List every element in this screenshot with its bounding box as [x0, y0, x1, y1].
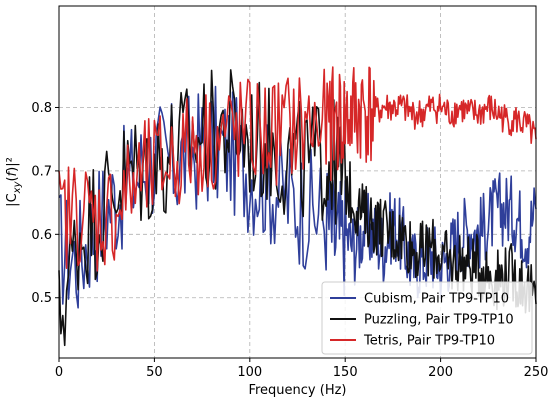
x-tick-label: 200	[428, 365, 453, 380]
axis-ticks: 0 50 100 150 200 250 0.5 0.6 0.7 0.8	[31, 101, 548, 380]
x-tick-label: 50	[146, 365, 163, 380]
y-tick-label: 0.8	[31, 101, 52, 116]
y-tick-label: 0.6	[31, 228, 52, 243]
y-axis-label: |Cxy(f)|²	[5, 157, 23, 207]
x-tick-label: 0	[55, 365, 63, 380]
x-tick-label: 100	[237, 365, 262, 380]
x-axis-label: Frequency (Hz)	[248, 383, 346, 398]
axis-labels: Frequency (Hz) |Cxy(f)|²	[5, 157, 347, 398]
y-tick-label: 0.5	[31, 291, 52, 306]
series-line-1	[58, 85, 537, 309]
legend: Cubism, Pair TP9-TP10 Puzzling, Pair TP9-…	[321, 281, 533, 355]
series-line-3	[58, 66, 537, 272]
y-tick-label: 0.7	[31, 164, 52, 179]
x-tick-label: 150	[333, 365, 358, 380]
legend-label: Cubism, Pair TP9-TP10	[364, 292, 509, 307]
plot-frame	[58, 5, 537, 359]
x-tick-label: 250	[524, 365, 549, 380]
legend-label: Puzzling, Pair TP9-TP10	[364, 313, 514, 328]
legend-label: Tetris, Pair TP9-TP10	[363, 334, 495, 349]
legend-box	[321, 281, 533, 355]
